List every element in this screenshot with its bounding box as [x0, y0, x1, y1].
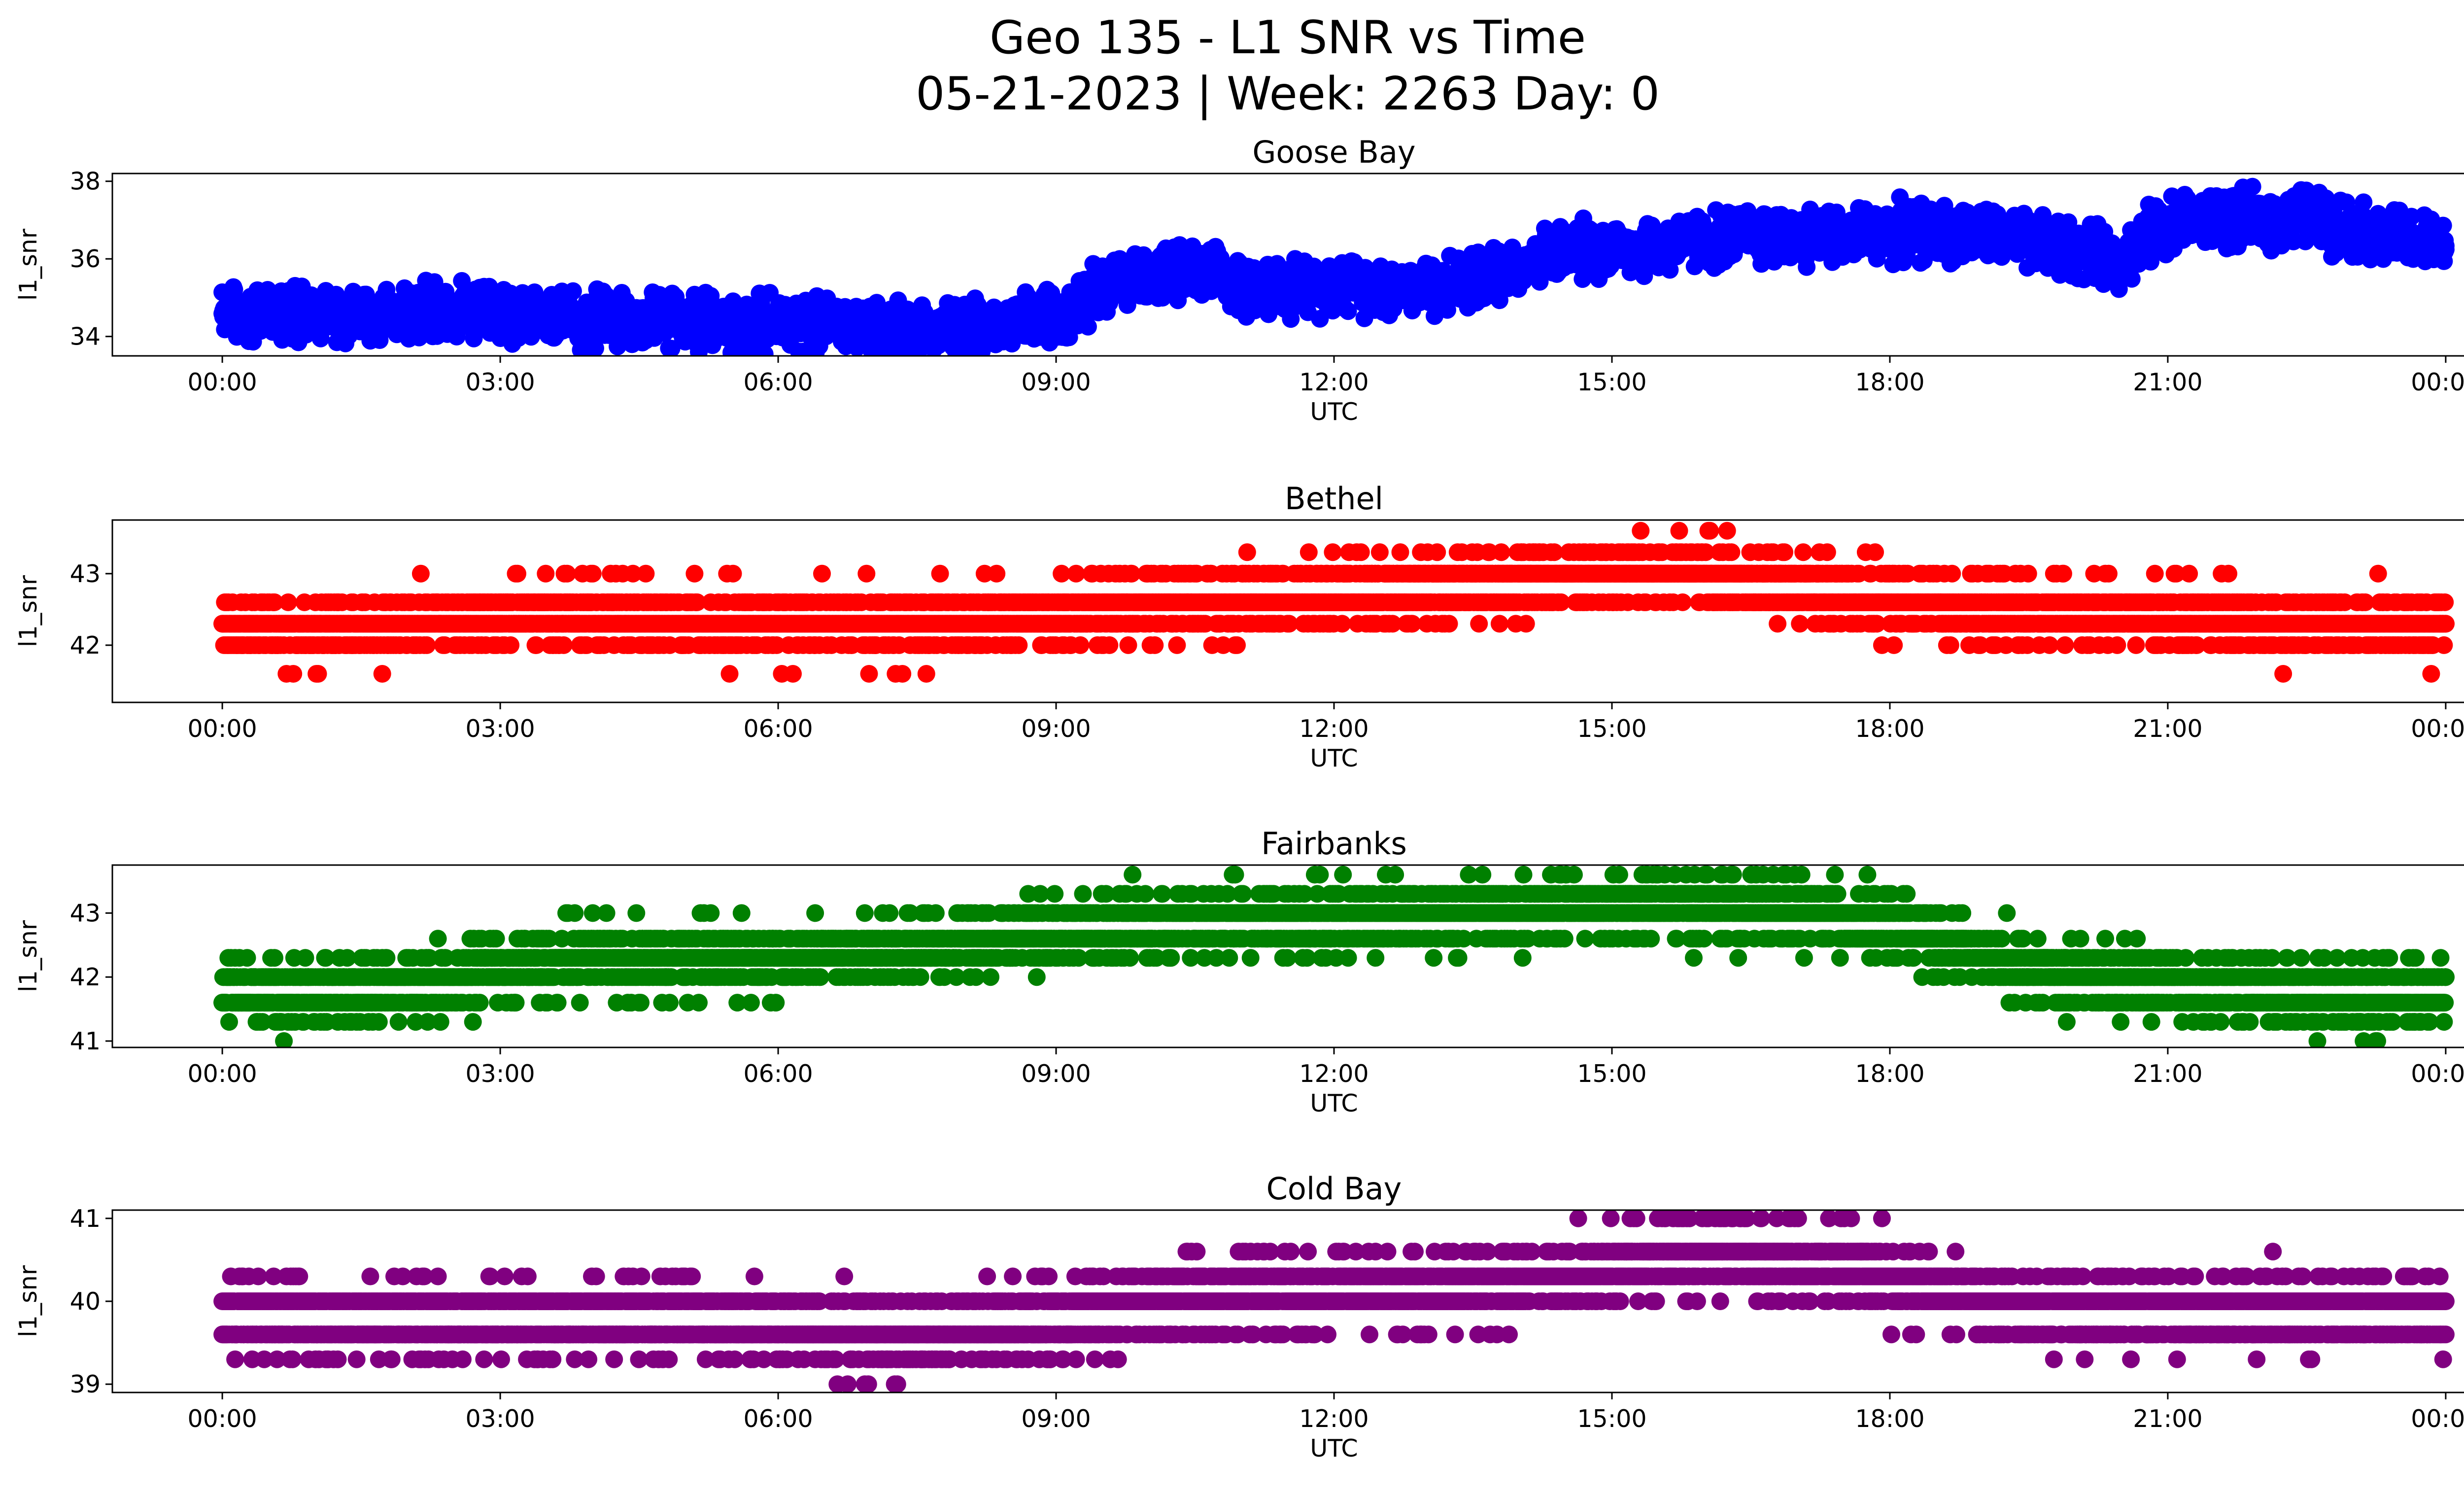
data-point — [586, 339, 604, 356]
figure-title-line2: 05-21-2023 | Week: 2263 Day: 0 — [916, 67, 1660, 120]
data-point — [1438, 301, 1456, 319]
subplot-title: Goose Bay — [1252, 134, 1415, 170]
data-point — [1339, 302, 1357, 320]
data-point — [2243, 177, 2261, 196]
data-point — [2122, 270, 2141, 288]
data-point — [948, 342, 966, 356]
figure-title-line1: Geo 135 - L1 SNR vs Time — [990, 11, 1586, 64]
data-point — [2355, 193, 2373, 211]
data-point — [564, 282, 582, 300]
data-point — [755, 345, 774, 356]
data-point — [2059, 213, 2078, 231]
scatter-points — [213, 177, 2455, 356]
data-point — [1283, 299, 1301, 317]
data-point — [2034, 206, 2052, 224]
data-point — [1798, 258, 1816, 276]
data-point — [2361, 250, 2380, 269]
data-point — [690, 343, 708, 356]
data-point — [2402, 208, 2421, 226]
data-point — [1661, 261, 1679, 279]
data-point — [662, 340, 681, 356]
data-point — [1079, 317, 1097, 336]
